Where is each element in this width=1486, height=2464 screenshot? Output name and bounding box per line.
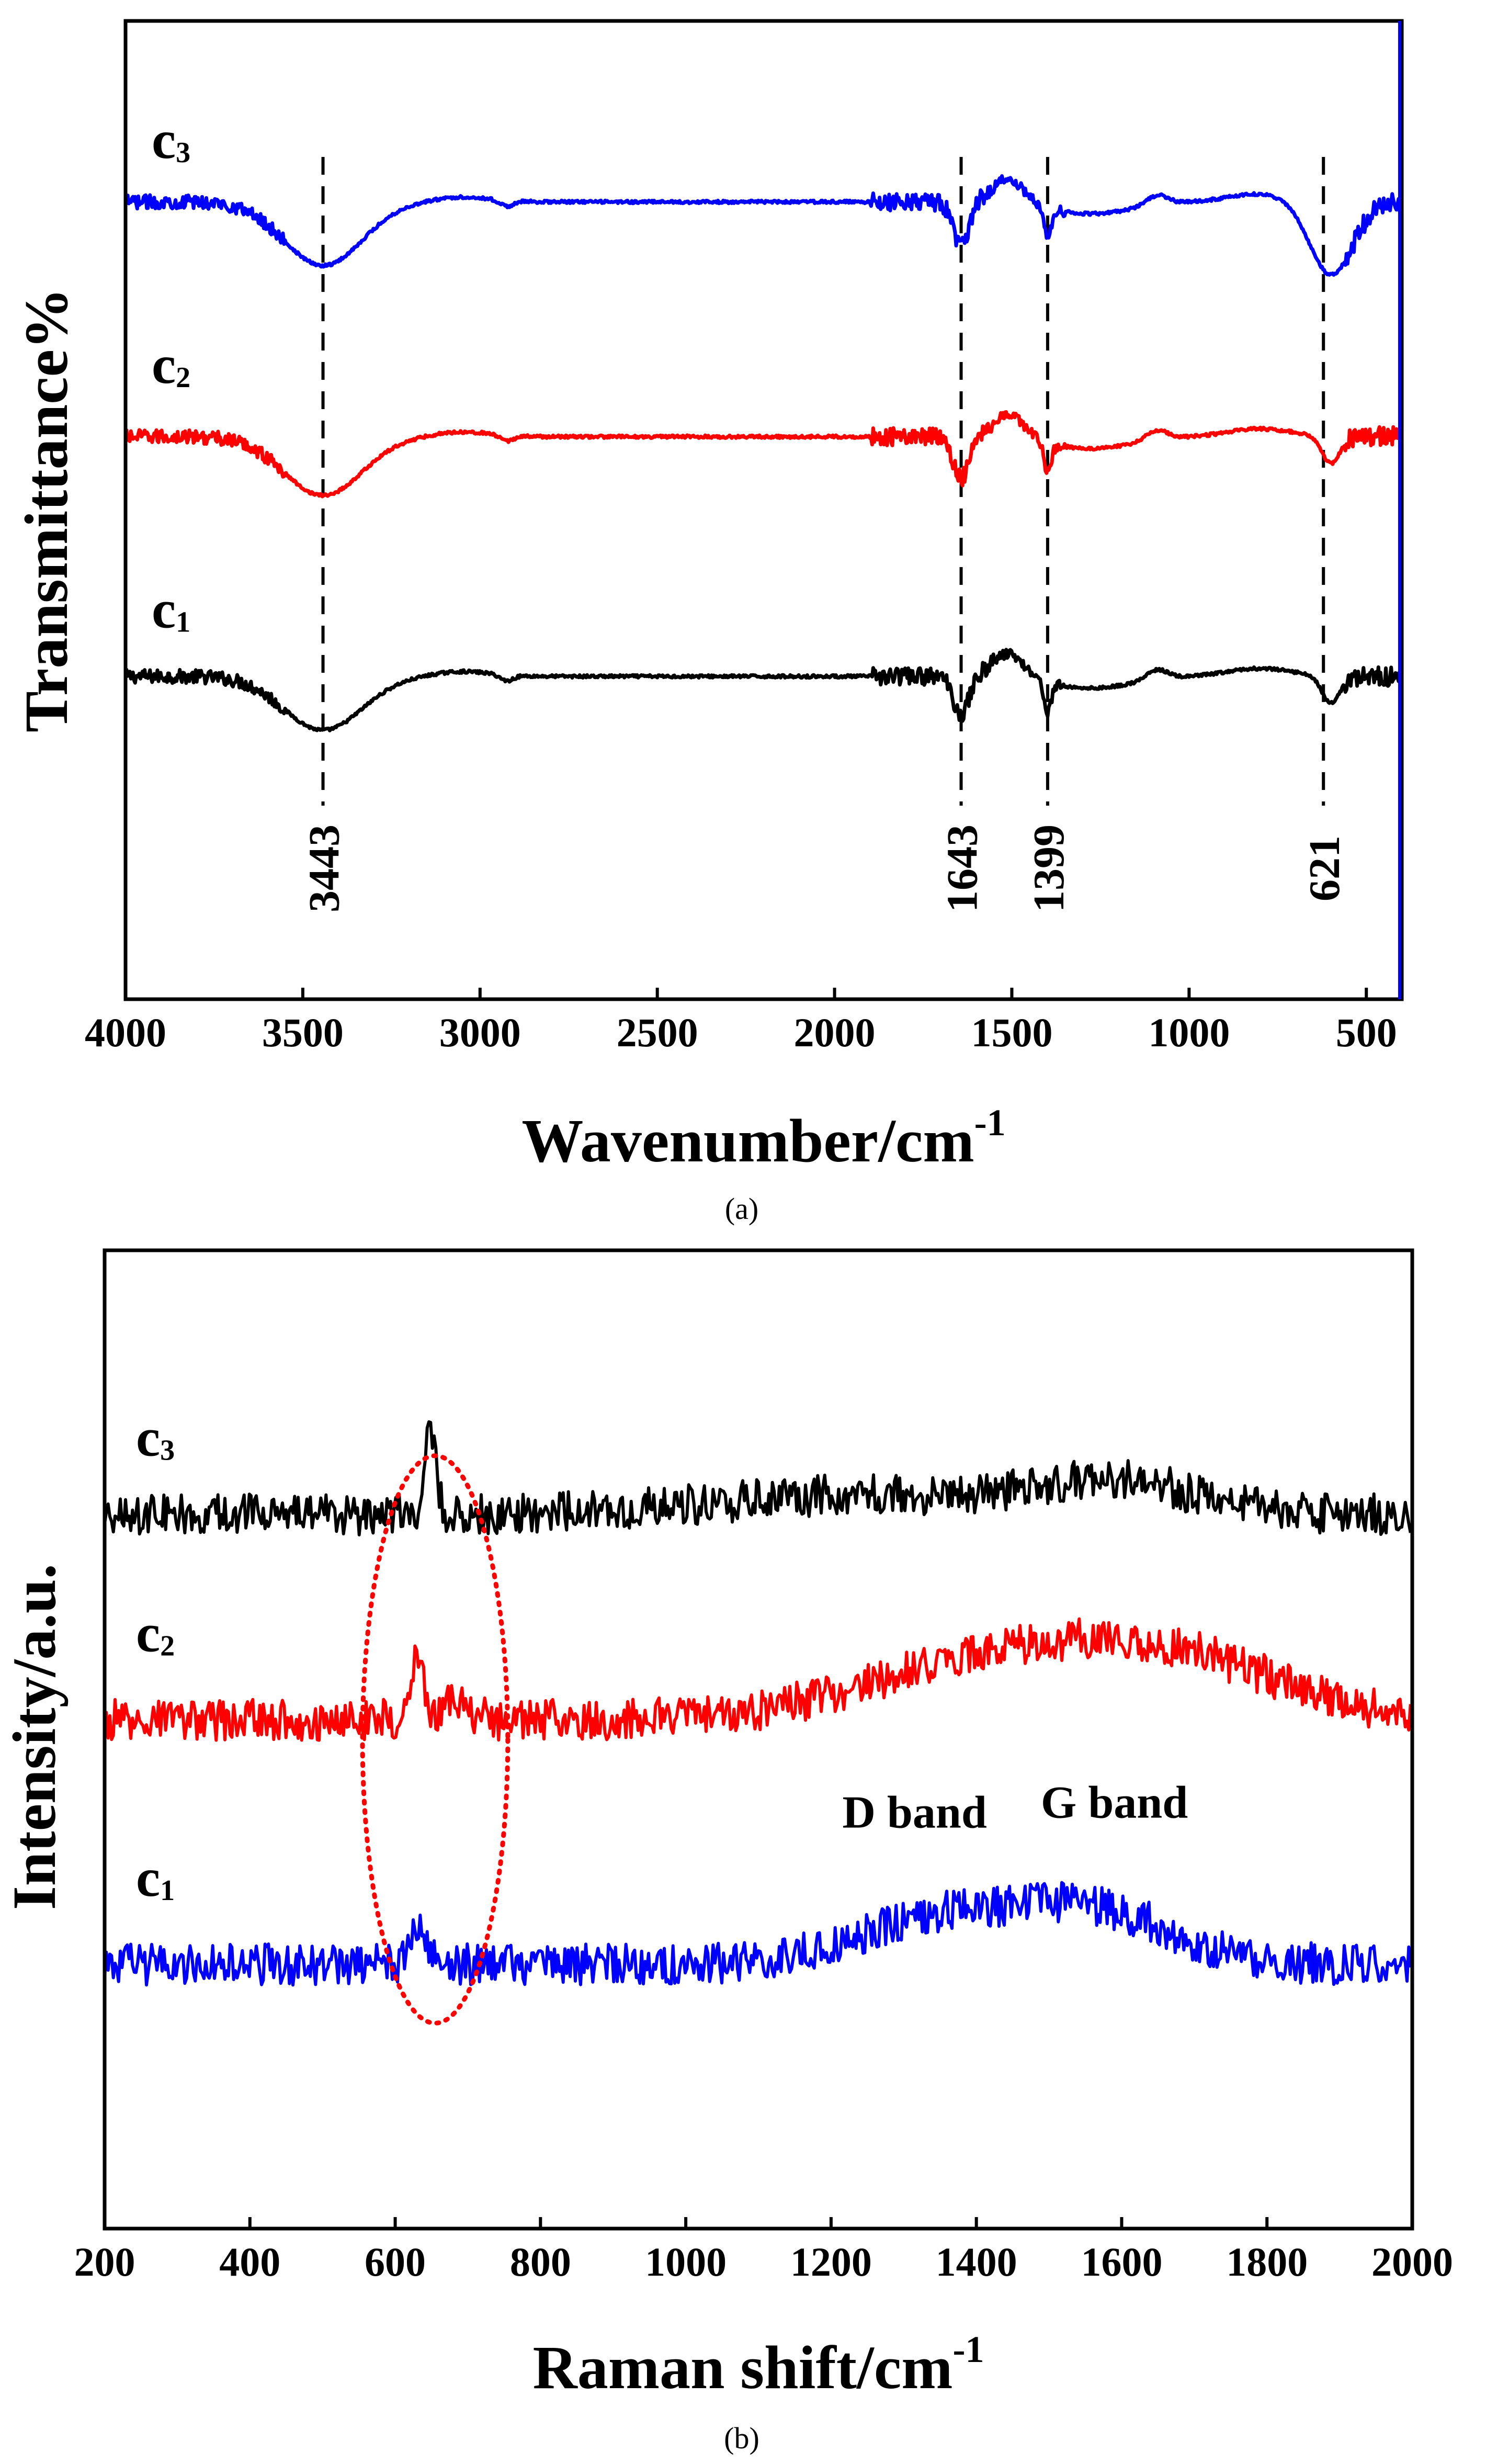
series-label-c2: c2 bbox=[152, 335, 190, 395]
tick-label-1500: 1500 bbox=[971, 1010, 1052, 1055]
series-label-c1: c1 bbox=[136, 1848, 175, 1908]
tick-label-1800: 1800 bbox=[1226, 2239, 1308, 2285]
panel-b-raman-chart: 200 400 600 800 1000 1200 1400 1600 1800 2000 c1c… bbox=[0, 1248, 1453, 2455]
tick-label-2000: 2000 bbox=[1371, 2239, 1453, 2285]
reference-label-1399: 1399 bbox=[1025, 824, 1073, 912]
panel-b-y-axis-title: Intensity/a.u. bbox=[0, 1564, 69, 1910]
panel-b-axes-frame bbox=[103, 1248, 1414, 2231]
panel-a-x-ticks: 4000 3500 3000 2500 2000 1500 1000 500 bbox=[85, 988, 1397, 1055]
panel-b-caption: (b) bbox=[724, 2421, 759, 2455]
series-line-c2 bbox=[123, 410, 1404, 499]
tick-label-600: 600 bbox=[365, 2239, 426, 2285]
tick-label-400: 400 bbox=[219, 2239, 280, 2285]
panel-b-x-axis-title: Raman shift/cm-1 bbox=[533, 2329, 984, 2402]
tick-label-800: 800 bbox=[510, 2239, 571, 2285]
panel-a-x-axis-title: Wavenumber/cm-1 bbox=[521, 1102, 1005, 1175]
panel-b-series bbox=[103, 1420, 1412, 1987]
panel-a-y-axis-title: Transmittance% bbox=[12, 288, 81, 732]
series-label-c1: c1 bbox=[152, 579, 190, 639]
tick-label-1200: 1200 bbox=[790, 2239, 872, 2285]
tick-label-2000: 2000 bbox=[794, 1010, 876, 1055]
panel-a-series-labels: c1 c2 c3 bbox=[152, 110, 190, 640]
tick-label-500: 500 bbox=[1336, 1010, 1397, 1055]
tick-label-1000: 1000 bbox=[645, 2239, 727, 2285]
series-label-c2: c2 bbox=[136, 1603, 175, 1664]
tick-label-3500: 3500 bbox=[262, 1010, 344, 1055]
panel-b-annotations: D band G band bbox=[842, 1778, 1188, 1838]
annotation-g-band: G band bbox=[1041, 1778, 1188, 1828]
series-label-c3: c3 bbox=[152, 110, 190, 170]
series-label-c3: c3 bbox=[136, 1408, 175, 1468]
reference-label-3443: 3443 bbox=[300, 824, 349, 912]
reference-label-1643: 1643 bbox=[938, 824, 987, 912]
tick-label-2500: 2500 bbox=[617, 1010, 698, 1055]
annotation-d-band: D band bbox=[842, 1787, 986, 1838]
panel-a-caption: (a) bbox=[725, 1192, 758, 1226]
panel-b-x-ticks: 200 400 600 800 1000 1200 1400 1600 1800 2000 bbox=[74, 2217, 1453, 2285]
panel-a-axes-frame bbox=[123, 19, 1404, 1001]
tick-label-3000: 3000 bbox=[439, 1010, 521, 1055]
tick-label-1400: 1400 bbox=[936, 2239, 1017, 2285]
panel-a-reference-lines: 3443 1643 1399 621 bbox=[300, 157, 1349, 912]
series-line-c3 bbox=[103, 1420, 1412, 1536]
series-line-c2 bbox=[103, 1617, 1412, 1742]
tick-label-200: 200 bbox=[74, 2239, 135, 2285]
reference-label-621: 621 bbox=[1300, 835, 1349, 901]
tick-label-4000: 4000 bbox=[85, 1010, 166, 1055]
tick-label-1600: 1600 bbox=[1081, 2239, 1162, 2285]
panel-b-highlight-ellipse bbox=[360, 1453, 511, 2026]
panel-a-ftir-chart: 3443 1643 1399 621 4000 3500 3000 2500 2000 1500… bbox=[12, 19, 1404, 1226]
series-line-c1 bbox=[123, 648, 1403, 732]
panel-b-series-labels: c1 c2 c3 bbox=[136, 1408, 175, 1908]
series-line-c3 bbox=[123, 174, 1404, 277]
tick-label-1000: 1000 bbox=[1148, 1010, 1230, 1055]
panel-a-series bbox=[123, 174, 1404, 732]
series-line-c1 bbox=[103, 1881, 1412, 1987]
